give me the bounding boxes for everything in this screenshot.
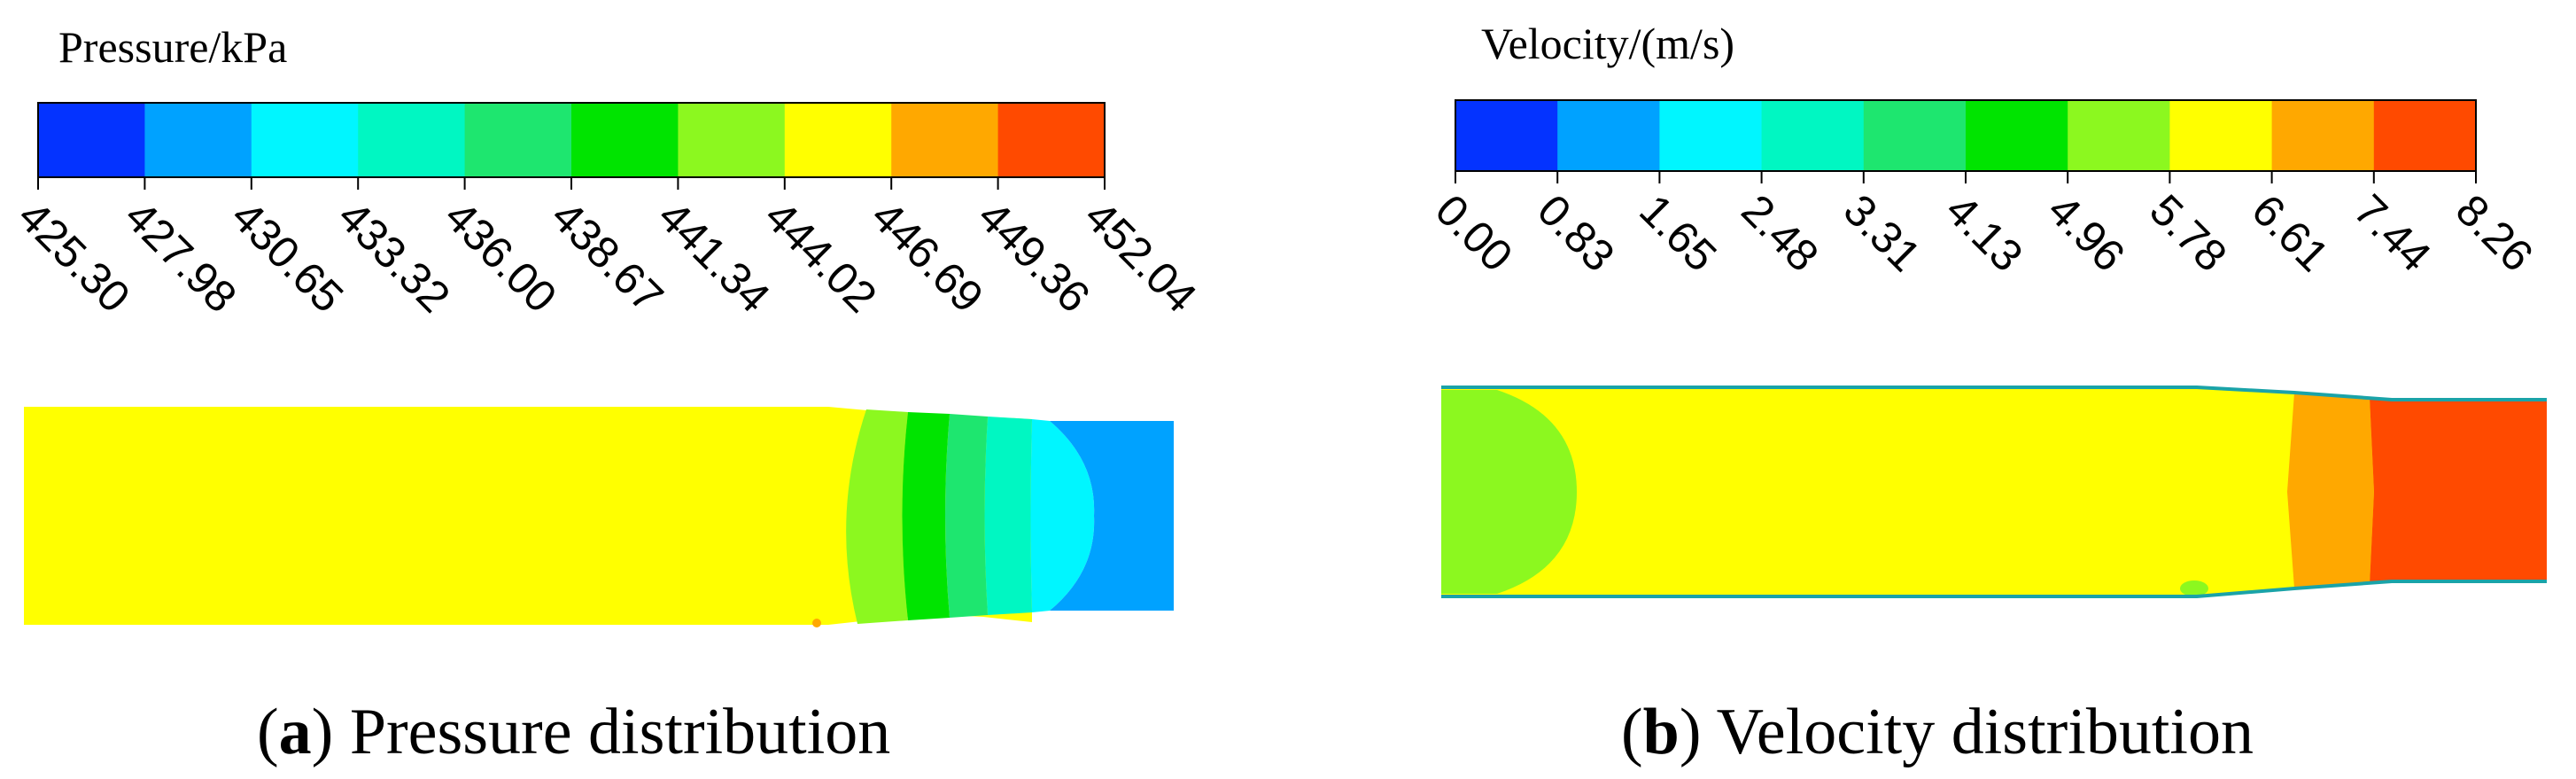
velocity-colorbar [1455, 99, 2477, 183]
panel_a-colorbar-segment [358, 103, 466, 177]
velocity-artifact [2180, 580, 2208, 596]
velocity-caption: (b) Velocity distribution [1621, 696, 2254, 768]
panel_b-tick-label: 0.83 [1528, 185, 1624, 281]
velocity-contour-field [1441, 386, 2547, 598]
pressure-region-band-4 [984, 417, 1032, 615]
velocity-tick-labels: 0.00 0.83 1.65 2.48 3.31 4.13 4.96 5.78 6.61 7.44… [1426, 185, 2542, 281]
panel_a-colorbar-segment [678, 103, 786, 177]
pressure-region-band-2 [902, 412, 950, 620]
panel_b-colorbar-segment [2373, 100, 2477, 171]
panel_a-tick-label: 433.32 [329, 191, 460, 323]
panel_a-tick-label: 438.67 [542, 191, 673, 323]
pressure-region-upstream [24, 407, 1032, 625]
panel_b-tick-label: 4.13 [1936, 185, 2032, 281]
pressure-legend-title: Pressure/kPa [58, 22, 287, 72]
pressure-colorbar [37, 102, 1106, 190]
panel_b-tick-label: 1.65 [1630, 185, 1726, 281]
panel_a-tick-label: 441.34 [648, 191, 780, 323]
panel_a-colorbar-segment [891, 103, 999, 177]
panel_a-tick-label: 449.36 [968, 191, 1099, 323]
panel_a-tick-label: 425.30 [9, 191, 140, 323]
panel_b-tick-label: 5.78 [2140, 185, 2236, 281]
panel_b-tick-label: 4.96 [2038, 185, 2134, 281]
pressure-region-band-3 [945, 414, 988, 618]
panel_b-tick-label: 7.44 [2345, 185, 2440, 281]
panel_b-colorbar-segment [2169, 100, 2273, 171]
panel_a-tick-label: 427.98 [115, 191, 246, 323]
velocity-caption-text: Velocity distribution [1717, 696, 2254, 768]
panel_b-tick-label: 6.61 [2242, 185, 2338, 281]
velocity-region-band-8 [2287, 393, 2374, 588]
velocity-wall-top [1441, 386, 2547, 401]
panel_a-tick-label: 444.02 [756, 191, 887, 323]
velocity-region-core [1441, 387, 2547, 596]
velocity-region-inlet [1441, 390, 1577, 594]
pressure-tick-labels: 425.30427.98430.65433.32436.00438.67441.… [9, 191, 1207, 323]
panel_b-colorbar-segment [1761, 100, 1865, 171]
panel_b-colorbar-segment [1455, 100, 1558, 171]
panel_a-tick-label: 436.00 [435, 191, 566, 323]
panel_b-colorbar-segment [2068, 100, 2170, 171]
velocity-legend-title: Velocity/(m/s) [1481, 19, 1734, 68]
pressure-artifact [812, 619, 821, 627]
panel_b-colorbar-segment [1863, 100, 1967, 171]
panel-a: Pressure/kPa 425.30427.98430.65433.32436… [9, 22, 1207, 768]
panel_a-colorbar-segment [38, 103, 145, 177]
velocity-region-outlet [2370, 398, 2547, 584]
pressure-caption-letter: a [279, 696, 312, 768]
pressure-contour-field [24, 407, 1174, 627]
panel_b-tick-label: 0.00 [1426, 185, 1522, 281]
velocity-caption-letter: b [1643, 696, 1680, 768]
panel_a-colorbar-segment [251, 103, 359, 177]
panel_b-colorbar-segment [1659, 100, 1763, 171]
panel_b-tick-label: 8.26 [2447, 185, 2542, 281]
velocity-wall-bottom [1441, 580, 2547, 598]
panel_a-colorbar-segment [784, 103, 892, 177]
panel_b-tick-label: 2.48 [1732, 185, 1827, 281]
pressure-region-band-5 [1030, 419, 1095, 612]
pressure-region-band-1 [846, 409, 908, 624]
panel_b-colorbar-segment [1966, 100, 2068, 171]
panel_a-tick-label: 430.65 [222, 191, 353, 323]
pressure-caption: (a) Pressure distribution [257, 696, 890, 768]
pressure-caption-text: Pressure distribution [350, 696, 890, 768]
panel_a-colorbar-segment [144, 103, 252, 177]
panel_b-colorbar-segment [2271, 100, 2375, 171]
panel-b: Velocity/(m/s) 0.00 0.83 1.65 2.48 3.31 4.13 4… [1426, 19, 2547, 768]
panel_b-tick-label: 3.31 [1835, 185, 1930, 281]
pressure-region-outlet [1050, 421, 1174, 611]
panel_b-colorbar-segment [1557, 100, 1660, 171]
panel_a-tick-label: 452.04 [1075, 191, 1207, 323]
panel_a-tick-label: 446.69 [862, 191, 993, 323]
panel_a-colorbar-segment [571, 103, 679, 177]
panel_a-colorbar-segment [997, 103, 1106, 177]
panel_a-colorbar-segment [464, 103, 572, 177]
